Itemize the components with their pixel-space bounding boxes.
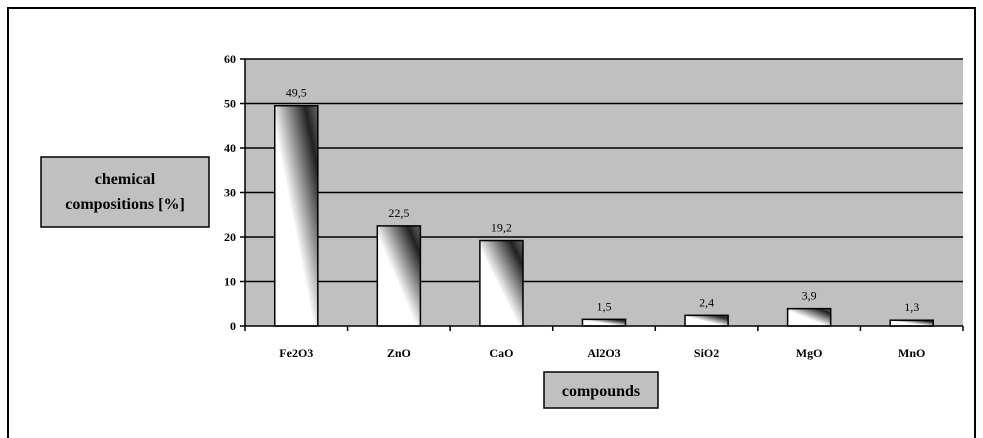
data-label: 49,5 (286, 86, 307, 100)
y-axis-title-line-2: compositions [%] (65, 196, 185, 213)
x-tick-label: MnO (898, 346, 925, 360)
y-tick-label: 20 (224, 230, 236, 244)
bar-zno (376, 225, 422, 327)
data-label: 22,5 (388, 206, 409, 220)
bar-al2o3 (581, 318, 627, 327)
bar-cao (479, 239, 524, 327)
data-label: 19,2 (491, 221, 512, 235)
bar-sio2 (684, 314, 729, 327)
data-label: 2,4 (699, 295, 714, 309)
gridlines (245, 58, 963, 283)
bar-mno (889, 319, 935, 327)
x-axis-title: compounds (562, 383, 640, 400)
y-tick-label: 40 (224, 141, 236, 155)
x-axis-title: compounds (543, 371, 659, 409)
x-tick-label: ZnO (387, 346, 411, 360)
data-label: 3,9 (802, 289, 817, 303)
bars: 49,5 22,5 19,2 1,5 2,4 3,9 1,3 (273, 86, 935, 327)
y-tick-label: 10 (224, 275, 236, 289)
bar-mgo (786, 307, 832, 327)
y-tick-label: 60 (224, 52, 236, 66)
x-tick-label: Fe2O3 (279, 346, 313, 360)
x-tick-label: Al2O3 (587, 346, 620, 360)
y-tick-label: 0 (230, 319, 236, 333)
y-tick-label: 50 (224, 97, 236, 111)
bar-fe2o3 (273, 104, 319, 327)
x-axis-title-box (543, 371, 659, 409)
y-tick-label: 30 (224, 186, 236, 200)
data-label: 1,3 (904, 300, 919, 314)
x-axis: Fe2O3 ZnO CaO Al2O3 SiO2 MgO MnO (244, 325, 964, 360)
x-tick-label: MgO (796, 346, 823, 360)
x-tick-label: SiO2 (694, 346, 719, 360)
y-axis-title: chemical compositions [%] (40, 156, 210, 228)
y-axis-title-line-1: chemical (95, 171, 156, 188)
data-label: 1,5 (597, 299, 612, 313)
x-tick-label: CaO (489, 346, 513, 360)
y-axis: 0 10 20 30 40 50 60 (224, 52, 246, 333)
y-axis-title-box (40, 156, 210, 228)
